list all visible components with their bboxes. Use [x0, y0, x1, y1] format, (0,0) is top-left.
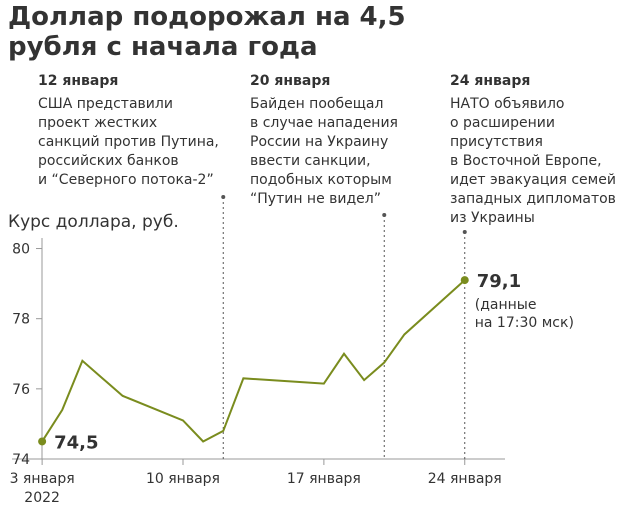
- annotation-title: 20 января: [250, 73, 331, 89]
- x-tick-label: 10 января: [146, 471, 220, 487]
- annotation-line: “Путин не видел”: [250, 191, 381, 207]
- annotation-dot: [382, 213, 387, 217]
- annotation-line: проект жестких: [38, 115, 158, 131]
- annotation-line: идет эвакуация семей: [450, 172, 616, 188]
- point: [460, 276, 469, 285]
- value-label: 79,1: [477, 271, 521, 292]
- annotation-line: присутствия: [450, 134, 543, 150]
- x-tick-label: 3 января: [10, 471, 75, 487]
- annotation-line: из Украины: [450, 210, 535, 226]
- x-tick-label: 24 января: [428, 471, 502, 487]
- value-label: 74,5: [54, 432, 98, 453]
- annotation-line: и “Северного потока-2”: [38, 172, 214, 188]
- annotation-line: в случае нападения: [250, 115, 398, 131]
- x-tick-label: 17 января: [287, 471, 361, 487]
- annotation-dot: [462, 230, 467, 234]
- annotation-line: российских банков: [38, 153, 179, 169]
- annotation-dot: [221, 195, 226, 199]
- annotation-line: США представили: [38, 96, 173, 112]
- annotation: 12 января США представили проект жестких са…: [38, 72, 219, 190]
- annotation-line: России на Украину: [250, 134, 389, 150]
- y-axis-label: Курс доллара, руб.: [8, 212, 179, 232]
- annotation-line: подобных которым: [250, 172, 392, 188]
- annotation-title: 24 января: [450, 73, 531, 89]
- series-line: [41, 279, 466, 443]
- y-tick-label: 76: [12, 382, 30, 398]
- annotation-line: санкций против Путина,: [38, 134, 219, 150]
- point: [38, 437, 47, 446]
- y-tick-label: 80: [12, 242, 30, 258]
- annotation-line: о расширении: [450, 115, 555, 131]
- value-note: на 17:30 мск): [475, 315, 574, 331]
- annotation-line: западных дипломатов: [450, 191, 616, 207]
- annotation-line: ввести санкции,: [250, 153, 371, 169]
- value-note: (данные: [475, 297, 537, 313]
- annotation-line: НАТО объявило: [450, 96, 565, 112]
- annotation: 24 января НАТО объявило о расширении присут…: [450, 72, 616, 228]
- chart-title: Доллар подорожал на 4,5 рубля с начала г…: [8, 2, 406, 62]
- annotation-line: в Восточной Европе,: [450, 153, 602, 169]
- annotation: 20 января Байден пообещал в случае нападен…: [250, 72, 398, 209]
- y-tick-label: 78: [12, 312, 30, 328]
- annotation-line: Байден пообещал: [250, 96, 384, 112]
- x-tick-label: 2022: [24, 490, 60, 506]
- annotation-title: 12 января: [38, 73, 119, 89]
- y-tick-label: 74: [12, 452, 30, 468]
